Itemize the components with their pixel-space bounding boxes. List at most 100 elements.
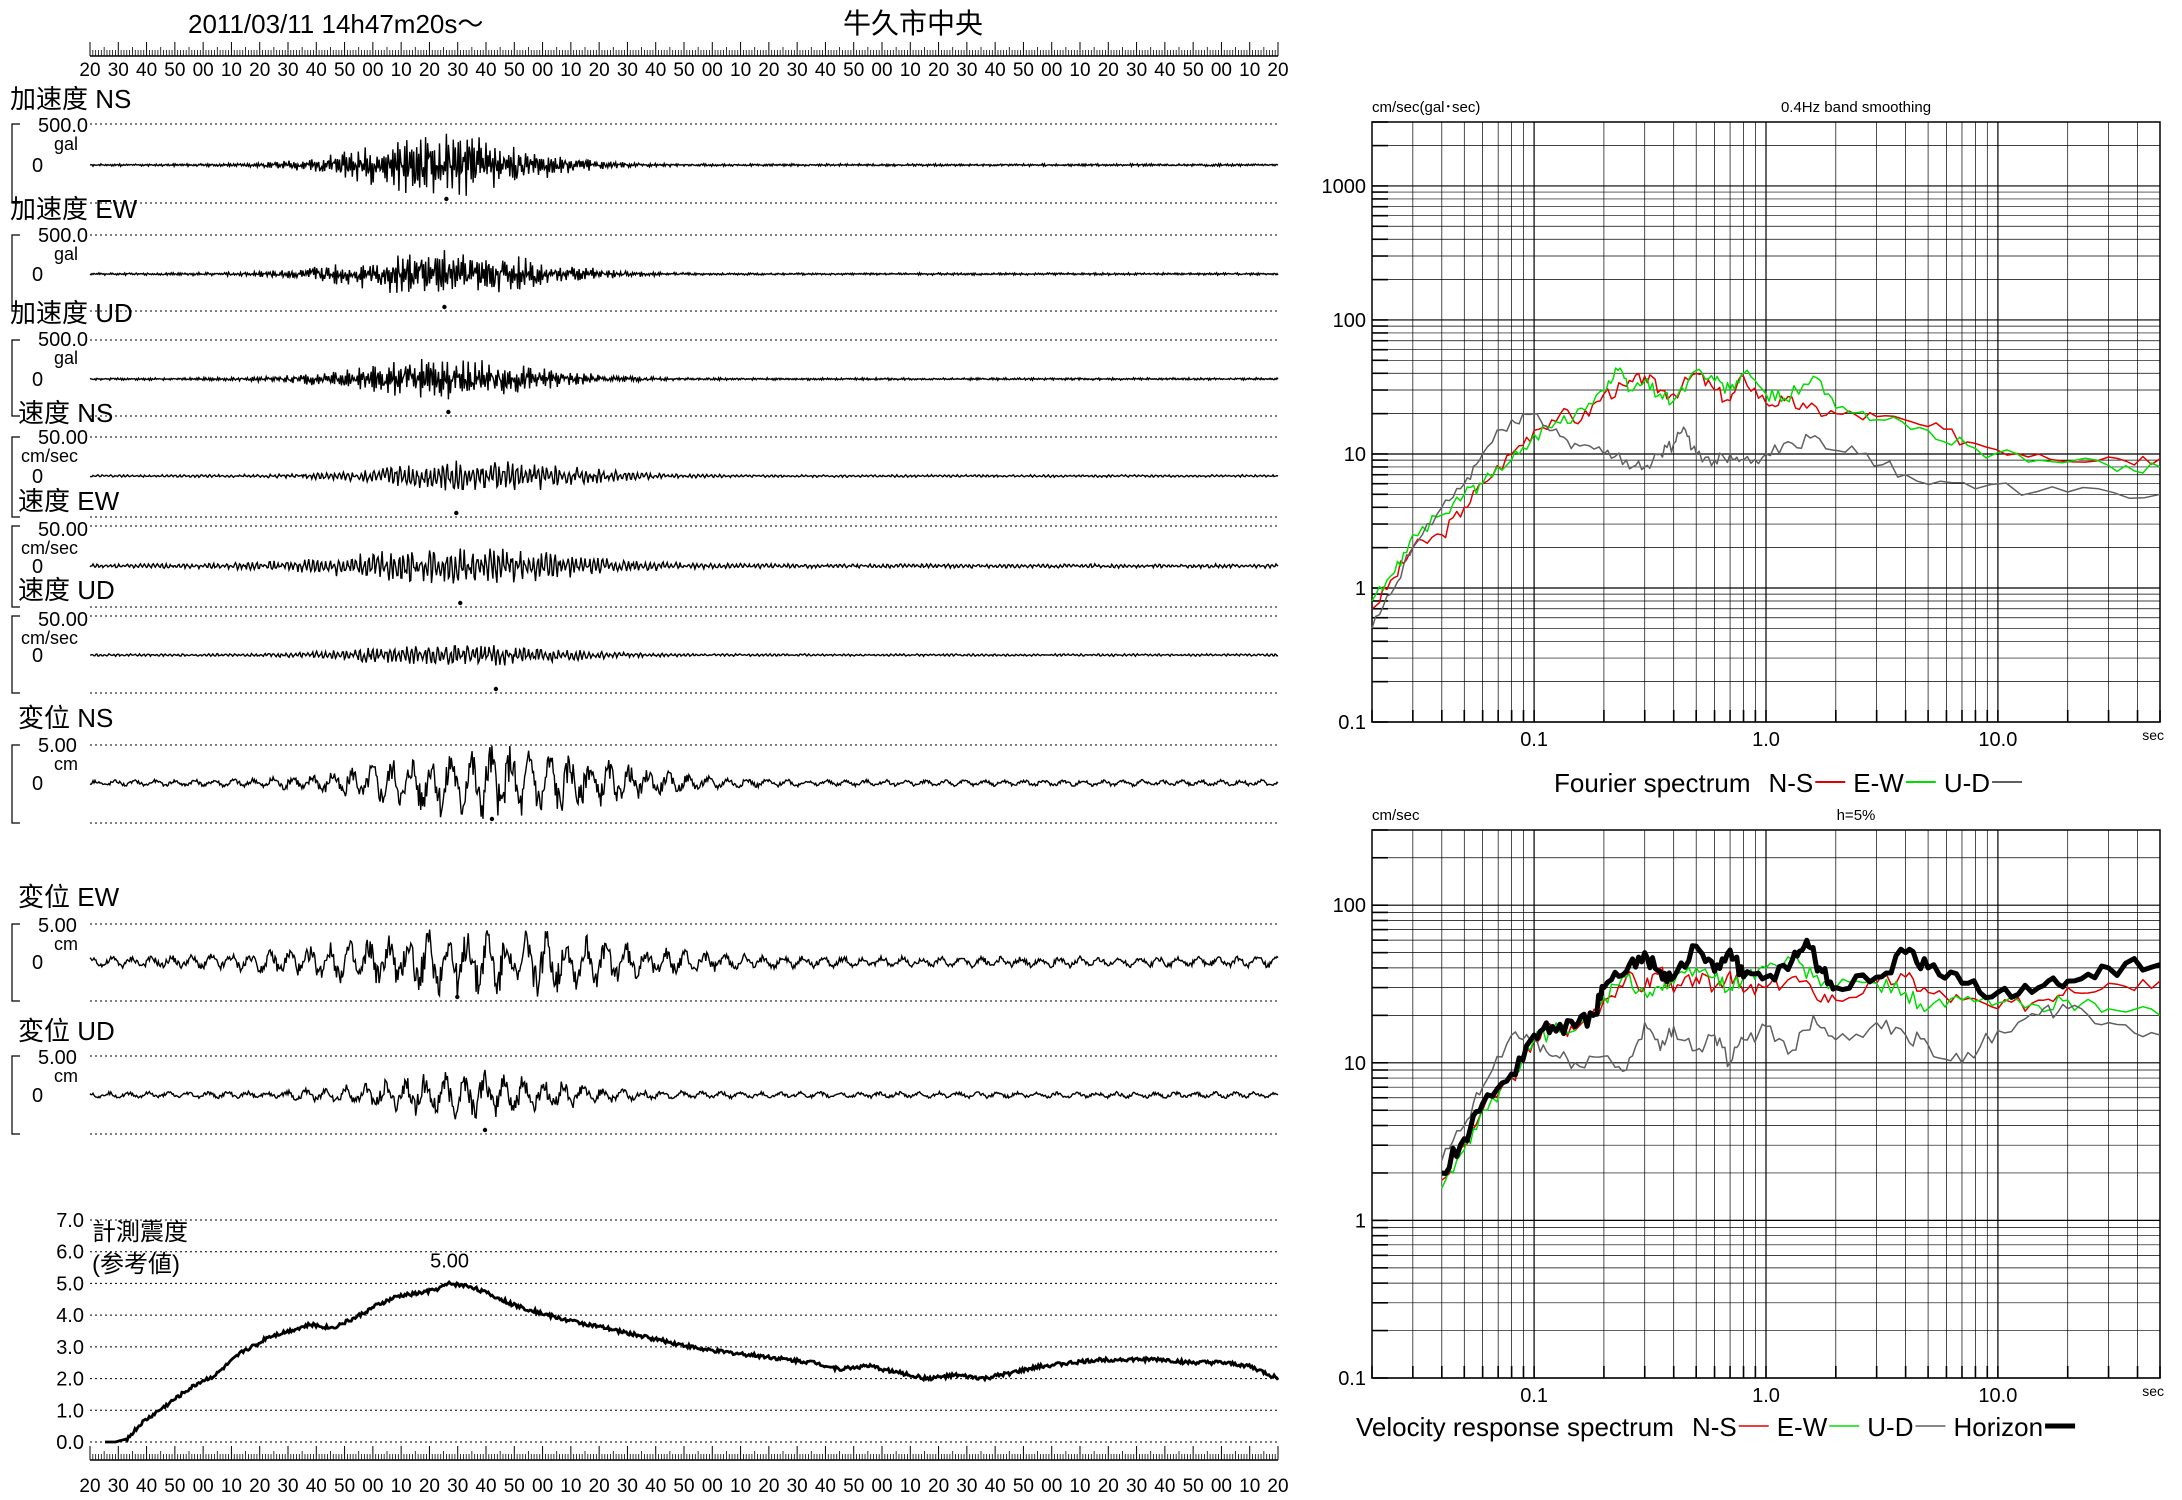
velocity-legend-label: U-D — [1867, 1412, 1913, 1442]
fourier-legend-label: E-W — [1853, 768, 1904, 798]
time-axis-top-tick-label: 40 — [985, 60, 1006, 81]
time-axis-top-tick-label: 40 — [1154, 60, 1175, 81]
waveform-title: 変位 UD — [18, 1016, 115, 1046]
time-axis-bottom-tick-label: 40 — [136, 1476, 157, 1497]
waveform-trace — [89, 548, 1279, 584]
time-axis-top-tick-label: 00 — [193, 60, 214, 81]
waveform-zero-label: 0 — [32, 952, 43, 974]
time-axis-top-tick-label: 40 — [475, 60, 496, 81]
time-axis-top-tick-label: 10 — [1069, 60, 1090, 81]
time-axis-bottom-tick-label: 10 — [391, 1476, 412, 1497]
time-axis-top-tick-label: 40 — [306, 60, 327, 81]
waveform-zero-label: 0 — [32, 645, 43, 667]
waveform-title: 速度 NS — [18, 398, 113, 428]
data-layer — [89, 133, 2161, 1444]
time-axis-top-tick-label: 50 — [1183, 60, 1204, 81]
waveform-peak-marker — [489, 816, 495, 822]
waveform-trace — [89, 1069, 1279, 1120]
time-axis-top-tick-label: 00 — [1211, 60, 1232, 81]
time-axis-top-tick-label: 20 — [249, 60, 270, 81]
time-axis-bottom-tick-label: 00 — [362, 1476, 383, 1497]
waveform-peak-marker — [493, 686, 499, 692]
fourier-x-tick-label: 0.1 — [1520, 729, 1548, 751]
fourier-y-unit: cm/sec(gal･sec) — [1372, 99, 1480, 116]
fourier-series-u-d — [1371, 412, 2161, 629]
time-axis-bottom-tick-label: 40 — [985, 1476, 1006, 1497]
text-layer: 2011/03/11 14h47m20s～ 牛久市中央 20 30 40 50 00 10… — [10, 8, 2164, 1497]
waveform-unit-label: cm/sec — [21, 538, 78, 558]
time-axis-top-tick-label: 30 — [617, 60, 638, 81]
time-axis-bottom-tick-label: 50 — [843, 1476, 864, 1497]
waveform-bracket — [11, 923, 20, 1002]
time-axis-top-tick-label: 30 — [277, 60, 298, 81]
time-axis-bottom-tick-label: 40 — [645, 1476, 666, 1497]
waveform-unit-label: cm — [54, 754, 78, 774]
time-axis-top-tick-label: 10 — [391, 60, 412, 81]
velocity-x-tick-label: 0.1 — [1520, 1385, 1548, 1407]
velocity-legend-label: Horizon — [1953, 1412, 2043, 1442]
intensity-trace — [105, 1280, 1280, 1444]
time-axis-bottom-tick-label: 40 — [815, 1476, 836, 1497]
waveform-title: 加速度 UD — [10, 298, 133, 328]
velocity-y-unit: cm/sec — [1372, 807, 1420, 824]
waveform-trace — [89, 460, 1279, 491]
velocity-y-tick-label: 10 — [1344, 1053, 1366, 1075]
time-axis-top-tick-label: 50 — [334, 60, 355, 81]
time-axis-top-tick-label: 30 — [787, 60, 808, 81]
time-axis-top-tick-label: 20 — [1098, 60, 1119, 81]
time-axis-bottom-tick-label: 50 — [334, 1476, 355, 1497]
time-axis-top-tick-label: 00 — [702, 60, 723, 81]
velocity-legend-label: N-S — [1692, 1412, 1737, 1442]
waveform-unit-label: cm — [54, 934, 78, 954]
waveform-peak-marker — [454, 510, 459, 516]
velocity-y-tick-label: 1 — [1355, 1210, 1366, 1232]
waveform-unit-label: gal — [54, 244, 78, 264]
waveform-bracket — [11, 525, 20, 608]
waveform-scale-label: 50.00 — [38, 427, 88, 449]
waveform-bracket — [11, 339, 20, 417]
velocity-series-e-w — [1441, 954, 2161, 1189]
time-axis-top-tick-label: 20 — [79, 60, 100, 81]
time-axis-top-tick-label: 10 — [730, 60, 751, 81]
fourier-x-tick-label: 1.0 — [1752, 729, 1780, 751]
velocity-x-tick-label: 10.0 — [1978, 1385, 2017, 1407]
velocity-legend-title: Velocity response spectrum — [1356, 1412, 1674, 1442]
intensity-title: 計測震度 — [92, 1219, 188, 1246]
waveform-bracket — [11, 234, 20, 312]
time-axis-bottom-tick-label: 30 — [617, 1476, 638, 1497]
fourier-y-tick-label: 1 — [1355, 578, 1366, 600]
time-axis-bottom-tick-label: 40 — [475, 1476, 496, 1497]
time-axis-bottom-tick-label: 30 — [108, 1476, 129, 1497]
waveform-scale-label: 5.00 — [38, 735, 77, 757]
time-axis-top-tick-label: 10 — [560, 60, 581, 81]
time-axis-bottom-tick-label: 50 — [1183, 1476, 1204, 1497]
intensity-subtitle: (参考値) — [92, 1251, 180, 1278]
waveform-bracket — [11, 615, 20, 694]
waveform-peak-marker — [482, 1127, 488, 1133]
time-axis-bottom-tick-label: 20 — [589, 1476, 610, 1497]
time-axis-top-tick-label: 50 — [843, 60, 864, 81]
intensity-tick-label: 2.0 — [56, 1369, 84, 1391]
fourier-legend-title: Fourier spectrum — [1554, 768, 1751, 798]
time-axis-bottom-tick-label: 50 — [504, 1476, 525, 1497]
waveform-trace — [89, 745, 1279, 819]
time-axis-top-tick-label: 50 — [673, 60, 694, 81]
intensity-tick-label: 6.0 — [56, 1242, 84, 1264]
velocity-x-tick-label: 1.0 — [1752, 1385, 1780, 1407]
waveform-zero-label: 0 — [32, 264, 43, 286]
waveform-trace — [89, 645, 1279, 666]
intensity-tick-label: 1.0 — [56, 1400, 84, 1422]
time-axis-bottom-tick-label: 30 — [277, 1476, 298, 1497]
time-axis-top-tick-label: 40 — [136, 60, 157, 81]
time-axis-bottom-tick-label: 00 — [1041, 1476, 1062, 1497]
time-axis-bottom-tick-label: 20 — [79, 1476, 100, 1497]
waveform-title: 速度 UD — [18, 575, 115, 605]
intensity-tick-label: 0.0 — [56, 1432, 84, 1454]
time-axis-top-tick-label: 00 — [1041, 60, 1062, 81]
time-axis-bottom-tick-label: 40 — [306, 1476, 327, 1497]
time-axis-bottom-tick-label: 00 — [871, 1476, 892, 1497]
time-axis-bottom-tick-label: 30 — [447, 1476, 468, 1497]
time-axis-bottom-tick-label: 50 — [673, 1476, 694, 1497]
time-axis-bottom-tick-label: 10 — [1069, 1476, 1090, 1497]
